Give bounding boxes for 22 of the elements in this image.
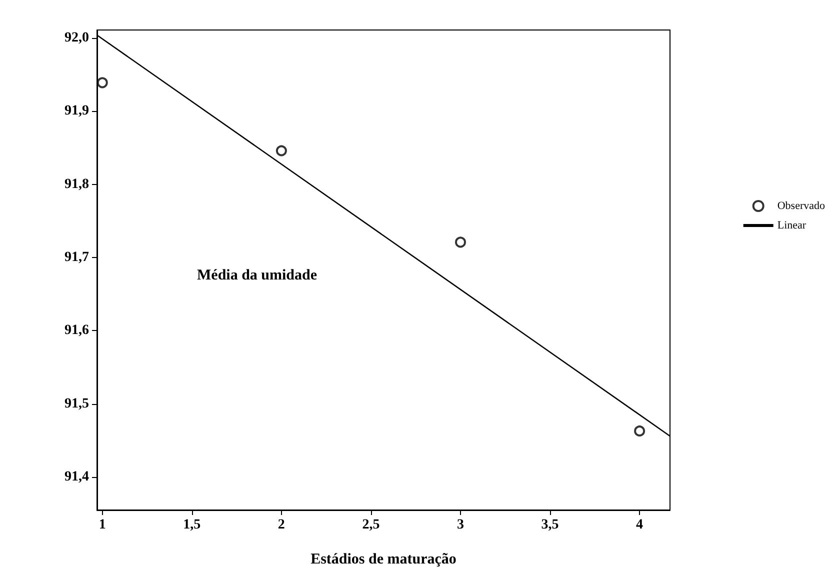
y-tick-label: 91,8: [64, 176, 89, 192]
point: [455, 236, 466, 248]
point: [96, 77, 108, 88]
x-tick-label: 2: [278, 518, 285, 532]
x-axis-title: Estádios de maturação: [310, 552, 456, 568]
y-tick-label: 91,7: [64, 250, 89, 266]
y-tick-label: 91,9: [64, 104, 89, 119]
legend-label: Linear: [777, 220, 806, 232]
point: [276, 145, 287, 156]
x-tick-label: 1: [98, 518, 106, 532]
legend-label: Observado: [777, 200, 826, 212]
x-tick-label: 4: [636, 518, 644, 532]
annotation: Média da umidade: [197, 268, 318, 284]
x-tick-label: 2,5: [362, 518, 380, 532]
x-tick-label: 1,5: [183, 518, 201, 532]
y-tick-label: 91,5: [64, 396, 89, 412]
x-tick-label: 3: [456, 518, 464, 532]
y-tick-label: 91,6: [64, 323, 89, 338]
x-tick-label: 3,5: [541, 518, 559, 532]
y-tick-label: 91,4: [64, 470, 89, 485]
point: [634, 425, 646, 436]
y-tick-label: 92,0: [64, 30, 89, 46]
